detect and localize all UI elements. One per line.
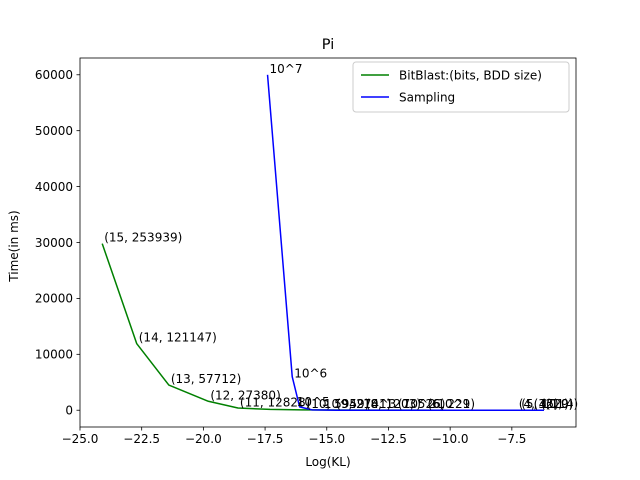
annotation-label: 10^5 [297,395,330,409]
annotation-label: (14, 121147) [139,331,217,345]
x-tick-label: −20.0 [185,432,222,446]
annotation-label: (2, 9) [541,397,573,411]
annotation-label: (1, 4) [546,397,578,411]
annotation-label: (13, 57712) [171,372,241,386]
y-tick-label: 50000 [35,124,73,138]
annotation-label: (8, 1203) [366,397,421,411]
annotation-label: (12, 27380) [210,388,280,402]
chart-title: Pi [322,37,334,53]
x-tick-label: −12.5 [370,432,407,446]
x-tick-label: −25.0 [62,432,99,446]
annotation-label: (5, 101) [521,397,569,411]
legend-label-2: Sampling [399,90,455,104]
annotation-label: (11, 12828) [240,396,310,410]
x-tick-label: −15.0 [308,432,345,446]
x-tick-label: −22.5 [123,432,160,446]
x-axis-label: Log(KL) [305,455,350,469]
plot-area: (15, 253939) (14, 121147) (13, 57712) (12, … [35,57,578,446]
annotation-label: (6, 229) [427,397,475,411]
legend-label-1: BitBlast:(bits, BDD size) [399,68,542,82]
y-tick-label: 0 [65,404,73,418]
legend-box [352,61,570,113]
annotation-label: 10^1 [437,397,470,411]
legend: BitBlast:(bits, BDD size) Sampling [352,61,570,113]
y-tick-label: 20000 [35,292,73,306]
y-tick-label: 30000 [35,236,73,250]
y-tick-label: 60000 [35,68,73,82]
annotation-label: (9, 2741) [336,397,391,411]
y-tick-label: 10000 [35,348,73,362]
annotation-label: (15, 253939) [104,231,182,245]
annotation-label: 10^3 [363,397,396,411]
annotation-label: (3, 20) [534,397,574,411]
series-line-2 [266,74,544,411]
x-tick-label: −10.0 [432,432,469,446]
annotation-label: 10^2 [403,397,436,411]
annotation-label: (10, 5959) [307,397,370,411]
y-tick-label: 40000 [35,180,73,194]
annotation-label: 10^6 [294,366,327,380]
annotation-label: 10^4 [324,397,357,411]
y-axis-label: Time(in ms) [7,210,21,282]
annotation-label: (4, 45) [519,397,559,411]
x-tick-label: −7.5 [497,432,526,446]
annotation-label: 10^7 [270,62,303,76]
annotation-label: (7, 526) [398,397,446,411]
x-tick-label: −17.5 [247,432,284,446]
